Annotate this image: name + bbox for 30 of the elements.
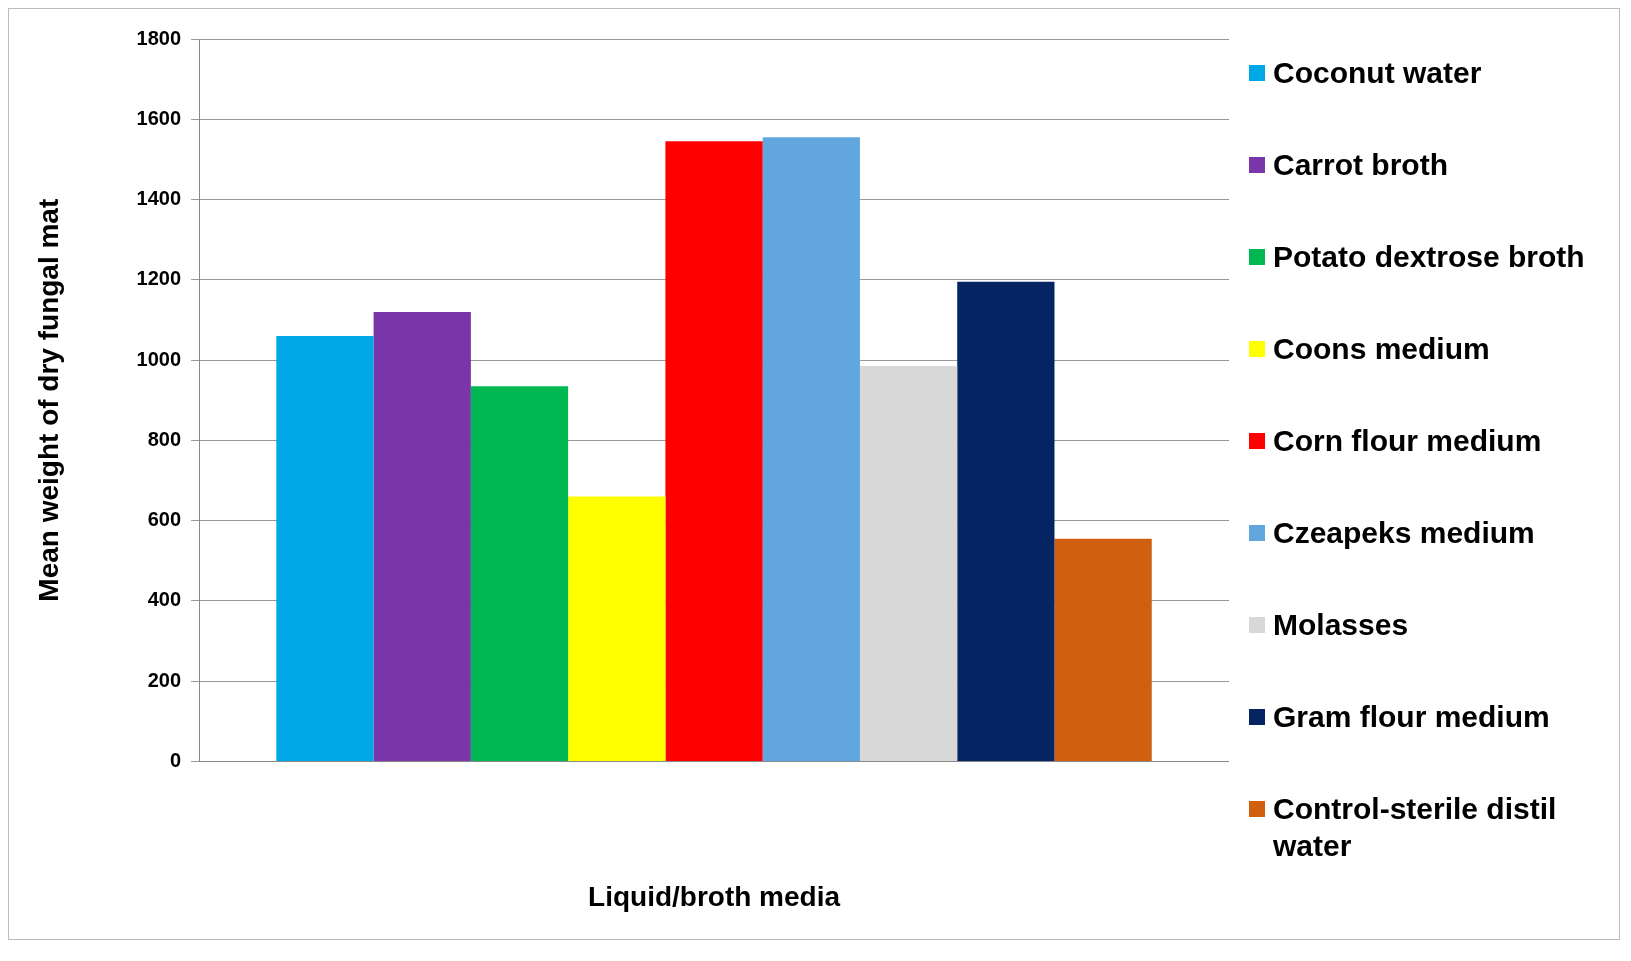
y-tick-label: 1400 <box>136 187 182 210</box>
y-tick-label: 600 <box>147 508 182 531</box>
bar <box>665 141 763 761</box>
bar <box>859 366 958 761</box>
legend-label: Carrot broth <box>1273 147 1448 183</box>
bar <box>373 311 471 761</box>
y-tick-label: 400 <box>147 588 182 611</box>
bar <box>276 335 374 761</box>
bar <box>568 496 666 761</box>
y-tick-label: 1800 <box>136 26 182 49</box>
y-tick-label: 1600 <box>136 106 182 129</box>
x-axis-title: Liquid/broth media <box>588 880 841 912</box>
legend-label: Potato dextrose broth <box>1273 239 1585 275</box>
y-tick-label: 1000 <box>136 347 182 370</box>
y-axis-title: Mean weight of dry fungal mat <box>32 198 64 602</box>
y-tick-label: 0 <box>169 748 182 771</box>
bar <box>762 137 860 761</box>
bar <box>1054 538 1152 761</box>
legend-label: Gram flour medium <box>1273 699 1550 735</box>
legend-label: Coconut water <box>1273 55 1482 91</box>
y-tick-label: 200 <box>147 668 182 691</box>
bar <box>470 386 569 761</box>
y-tick-label: 1200 <box>136 267 182 290</box>
legend-label: Corn flour medium <box>1273 423 1542 459</box>
legend-label: Molasses <box>1273 607 1409 643</box>
legend-label: Control-sterile distil water <box>1273 791 1558 864</box>
legend-label: Coons medium <box>1273 331 1490 367</box>
legend-label: Czeapeks medium <box>1273 515 1535 551</box>
bar <box>957 281 1055 761</box>
y-tick-label: 800 <box>147 427 182 450</box>
